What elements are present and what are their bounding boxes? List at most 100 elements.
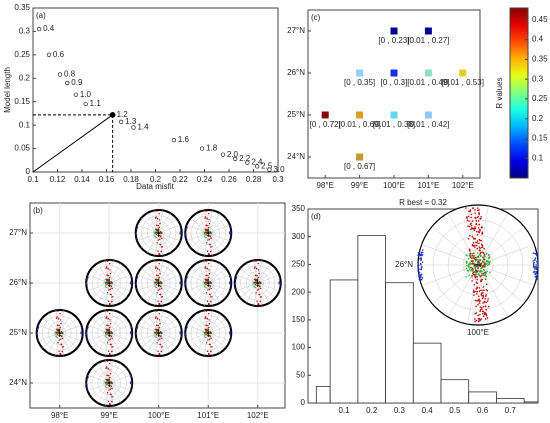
pole-dot [86,378,89,380]
pole-dot [476,290,479,293]
pole-dot [103,260,106,262]
pole-dot [130,376,132,378]
pole-dot [473,294,475,296]
pole-dot [158,276,160,279]
pole-dot [469,210,471,213]
pole-dot [211,246,213,248]
point-label: 1.3 [125,117,137,126]
pole-dot [204,216,207,218]
point-label: 1.4 [137,123,149,132]
pole-dot [208,303,210,305]
pole-dot [206,300,209,303]
pole-dot [54,310,56,312]
pole-dot [478,302,481,304]
y-tick-label: 0.05 [14,144,30,153]
pole-dot [480,269,482,272]
y-tick-label: 50 [296,370,305,379]
pole-dot [205,292,208,294]
pole-dot [478,260,480,263]
pole-dot [482,296,485,298]
colorbar-tick-label: 0.45 [532,15,548,24]
pole-dot [209,244,211,246]
pole-dot [476,270,479,273]
pole-dot [204,281,206,283]
pole-dot [469,228,472,231]
pole-dot [154,286,156,288]
pole-dot [258,288,260,291]
colorbar-tick-label: 0.35 [532,55,548,64]
pole-dot [155,231,157,233]
pole-dot [468,266,471,268]
pole-dot [229,276,232,278]
point-label: 1.1 [90,99,102,108]
pole-dot [108,327,110,330]
pole-dot [258,284,260,287]
pole-dot [159,322,161,325]
pole-dot [472,252,475,255]
pole-dot [467,263,470,266]
pole-dot [534,272,536,275]
pole-dot [57,342,59,344]
pole-dot [479,252,482,255]
pole-dot [158,212,160,215]
pole-dot [487,298,489,300]
point-label: [0 , 0.67] [344,162,375,171]
pole-dot [479,247,481,250]
pole-dot [535,252,537,255]
pole-dot [60,338,62,341]
pole-dot [87,326,89,328]
pole-dot [158,262,160,265]
stereonet [134,209,183,257]
pole-dot [477,317,480,320]
pole-dot [105,286,107,288]
pole-dot [186,276,188,278]
pole-dot [229,326,232,328]
pole-dot [136,276,139,278]
x-tick-label: 98°E [316,181,333,190]
point-label: 2.2 [239,154,251,163]
point-label: 0.4 [43,24,55,33]
pole-dot [203,234,205,236]
pole-dot [474,226,476,228]
plot-area [32,7,279,173]
pole-dot [56,324,59,327]
pole-dot [474,212,476,214]
y-tick-label: 27°N [9,228,27,237]
pole-dot [112,296,114,298]
pole-dot [229,335,232,337]
pole-dot [206,350,209,353]
y-tick-label: 100 [292,343,306,352]
pole-dot [471,280,473,282]
point [356,69,364,77]
y-tick-label: 0.2 [19,73,31,82]
pole-dot [229,331,231,333]
point-label: [0.01 , 0.49] [407,78,449,87]
pole-dot [417,264,420,266]
station [108,382,111,384]
pole-dot [105,266,108,268]
pole-dot [105,331,107,333]
station [207,232,210,234]
pole-dot [130,282,132,285]
pole-dot [179,232,182,235]
pole-dot [104,281,106,283]
pole-dot [160,296,163,298]
pole-dot [487,305,490,308]
x-tick-label: 0.2 [366,406,378,415]
point-label: 1.8 [206,144,218,153]
pole-dot [109,338,111,341]
point-label: 2.5 [261,161,273,170]
pole-dot [158,227,160,230]
pole-dot [481,231,484,234]
pole-dot [485,283,488,285]
pole-dot [157,289,160,291]
pole-dot [256,268,258,270]
pole-dot [80,332,83,335]
pole-dot [156,210,158,212]
point-label: [0.01 , 0.42] [407,120,449,129]
pole-dot [155,236,158,239]
pole-dot [158,253,161,255]
pole-dot [533,266,535,269]
pole-dot [477,273,480,276]
station [108,332,111,334]
